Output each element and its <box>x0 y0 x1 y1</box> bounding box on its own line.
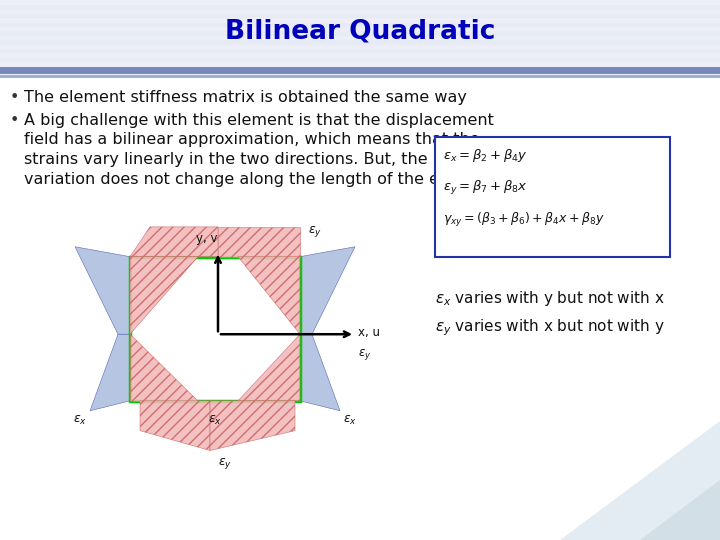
Bar <box>0 44 720 48</box>
Polygon shape <box>300 334 340 411</box>
Polygon shape <box>238 256 300 334</box>
Text: $\varepsilon_y = \beta_7 + \beta_8 x$: $\varepsilon_y = \beta_7 + \beta_8 x$ <box>443 179 528 197</box>
Polygon shape <box>218 227 300 256</box>
Bar <box>0 9 720 13</box>
Text: $\varepsilon_y$ varies with x but not with y: $\varepsilon_y$ varies with x but not wi… <box>435 318 665 338</box>
Text: The element stiffness matrix is obtained the same way: The element stiffness matrix is obtained… <box>24 90 467 105</box>
Text: •: • <box>10 112 19 127</box>
Bar <box>0 61 720 65</box>
Bar <box>0 30 720 35</box>
Text: $\varepsilon_x$: $\varepsilon_x$ <box>343 414 357 427</box>
Text: strains vary linearly in the two directions. But, the linear: strains vary linearly in the two directi… <box>24 152 479 167</box>
Bar <box>0 57 720 61</box>
Text: A big challenge with this element is that the displacement: A big challenge with this element is tha… <box>24 112 494 127</box>
Polygon shape <box>130 227 218 256</box>
Bar <box>0 48 720 52</box>
Text: $\varepsilon_x = \beta_2 + \beta_4 y$: $\varepsilon_x = \beta_2 + \beta_4 y$ <box>443 147 528 164</box>
Polygon shape <box>300 247 355 334</box>
Text: $\varepsilon_x$ varies with y but not with x: $\varepsilon_x$ varies with y but not wi… <box>435 289 665 308</box>
Bar <box>130 256 300 401</box>
Polygon shape <box>130 334 198 401</box>
Text: $\varepsilon_y$: $\varepsilon_y$ <box>218 456 232 470</box>
Polygon shape <box>560 421 720 540</box>
Polygon shape <box>90 334 130 411</box>
Polygon shape <box>238 334 300 401</box>
Bar <box>0 0 720 4</box>
Bar <box>0 74 720 78</box>
Bar <box>0 13 720 17</box>
Text: variation does not change along the length of the element.: variation does not change along the leng… <box>24 172 500 187</box>
Text: y, v: y, v <box>196 232 217 245</box>
Bar <box>0 4 720 9</box>
Bar <box>0 35 720 39</box>
Polygon shape <box>210 401 295 450</box>
Text: $\varepsilon_x$: $\varepsilon_x$ <box>73 414 87 427</box>
Text: x, u: x, u <box>358 326 380 339</box>
Bar <box>0 22 720 26</box>
Text: $\gamma_{xy} = (\beta_3 + \beta_6) + \beta_4 x + \beta_8 y$: $\gamma_{xy} = (\beta_3 + \beta_6) + \be… <box>443 211 605 229</box>
Bar <box>435 137 670 256</box>
Bar <box>0 65 720 70</box>
Bar <box>0 17 720 22</box>
Polygon shape <box>640 481 720 540</box>
Text: $\varepsilon_y$: $\varepsilon_y$ <box>358 347 372 362</box>
Bar <box>0 26 720 30</box>
Polygon shape <box>130 256 198 334</box>
Text: $\varepsilon_y$: $\varepsilon_y$ <box>308 224 322 239</box>
Text: $\varepsilon_x$: $\varepsilon_x$ <box>208 414 222 427</box>
Bar <box>0 39 720 44</box>
Text: field has a bilinear approximation, which means that the: field has a bilinear approximation, whic… <box>24 132 480 147</box>
Text: •: • <box>10 90 19 105</box>
Polygon shape <box>140 401 210 450</box>
Bar <box>0 70 720 74</box>
Text: Bilinear Quadratic: Bilinear Quadratic <box>225 18 495 44</box>
Polygon shape <box>75 247 130 334</box>
Bar <box>0 52 720 57</box>
